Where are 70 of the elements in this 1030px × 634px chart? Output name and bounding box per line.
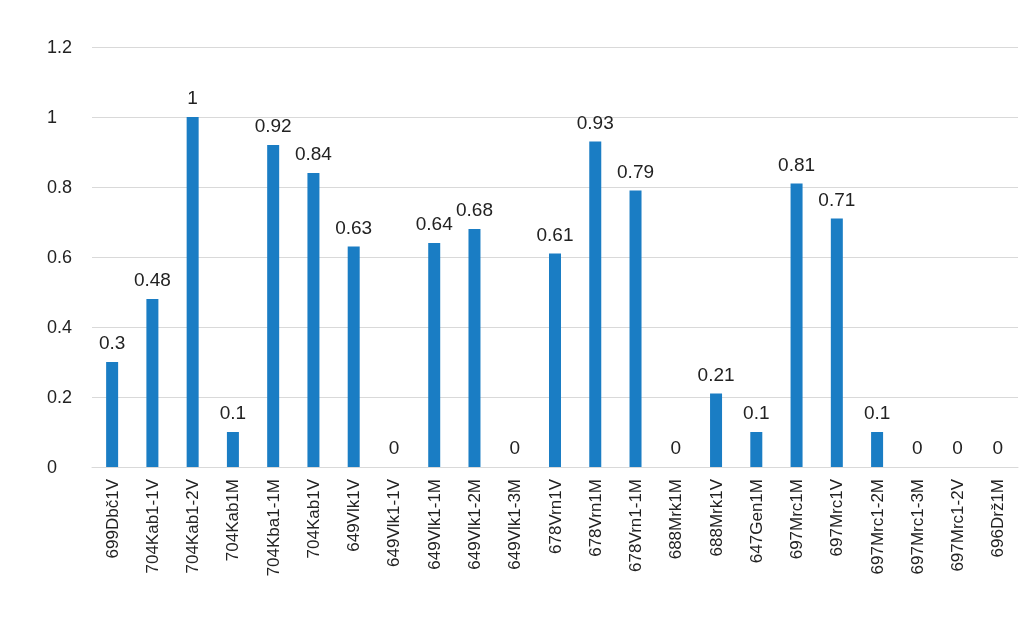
y-tick-label: 1 (47, 107, 58, 127)
data-label: 0 (509, 437, 521, 458)
x-tick-label: 704Kab1-1V (142, 478, 162, 574)
data-label: 0.3 (98, 332, 126, 353)
data-label: 0 (388, 437, 400, 458)
x-tick-label: 649Vlk1-2M (464, 479, 484, 570)
data-label: 0 (952, 437, 963, 458)
x-tick-label: 704Kab1V (303, 478, 323, 559)
x-tick-label: 697Mrc1-2M (867, 479, 887, 575)
data-label: 0.1 (743, 402, 770, 423)
y-tick-label: 0.8 (47, 177, 73, 197)
x-tick-label: 696Drž1M (988, 479, 1008, 558)
data-label: 0.63 (335, 216, 373, 238)
bar (186, 117, 199, 467)
data-label: 0.79 (617, 160, 655, 182)
data-label: 0.71 (818, 188, 856, 210)
x-tick-label: 697Mrc1M (787, 479, 807, 560)
data-label: 0.68 (455, 199, 493, 220)
bar (871, 432, 884, 467)
bar (710, 393, 723, 467)
data-label: 0 (670, 437, 682, 458)
data-label: 0.92 (254, 115, 292, 136)
y-tick-label: 0.4 (47, 317, 73, 337)
data-label: 0.84 (294, 143, 333, 164)
data-label: 0.48 (133, 269, 171, 290)
x-tick-label: 649Vlk1-1M (424, 479, 444, 570)
bar (589, 141, 602, 467)
x-tick-label: 704Kab1-2V (183, 478, 203, 574)
x-tick-label: 678Vrn1-1M (626, 479, 646, 572)
data-label: 0 (992, 437, 1004, 458)
bar (347, 246, 360, 467)
x-tick-label: 697Mrc1V (827, 478, 847, 557)
x-tick-label: 678Vrn1V (545, 478, 565, 554)
bar (830, 218, 843, 467)
data-label: 0.21 (697, 363, 735, 385)
bar (468, 229, 481, 467)
y-tick-label: 1.2 (47, 37, 73, 57)
data-label: 0.1 (863, 402, 891, 423)
x-tick-label: 697Mrc1-2V (948, 478, 968, 572)
bar (750, 432, 763, 467)
x-tick-label: 678Vrn1M (585, 479, 605, 557)
bar (146, 299, 159, 467)
x-tick-label: 649Vlk1V (344, 478, 364, 552)
x-tick-label: 699Dbč1V (102, 478, 122, 559)
x-tick-label: 688Mrk1V (706, 478, 726, 557)
data-label: 0.81 (778, 153, 816, 175)
x-tick-label: 649Vlk1-1V (384, 478, 404, 567)
bar (790, 183, 803, 467)
x-tick-label: 704Kba1-1M (263, 479, 283, 577)
x-tick-label: 704Kab1M (223, 479, 243, 562)
data-label: 1 (187, 87, 198, 108)
x-tick-label: 697Mrc1-3M (907, 479, 927, 575)
y-tick-label: 0.6 (47, 247, 73, 267)
bar (226, 432, 239, 467)
data-label: 0 (912, 437, 923, 458)
data-label: 0.1 (219, 402, 247, 423)
bar (307, 173, 320, 467)
bar (549, 253, 561, 467)
x-tick-label: 688Mrk1M (666, 479, 686, 560)
x-tick-label: 647Gen1M (746, 479, 766, 564)
bar (629, 190, 642, 467)
bar (428, 243, 441, 467)
y-tick-label: 0 (47, 457, 58, 477)
bar (267, 145, 280, 467)
data-label: 0.61 (536, 223, 574, 245)
y-tick-label: 0.2 (47, 387, 73, 407)
x-tick-label: 649Vlk1-3M (505, 479, 525, 570)
bar (106, 362, 119, 467)
data-label: 0.64 (415, 213, 454, 234)
data-label: 0.93 (576, 111, 614, 133)
